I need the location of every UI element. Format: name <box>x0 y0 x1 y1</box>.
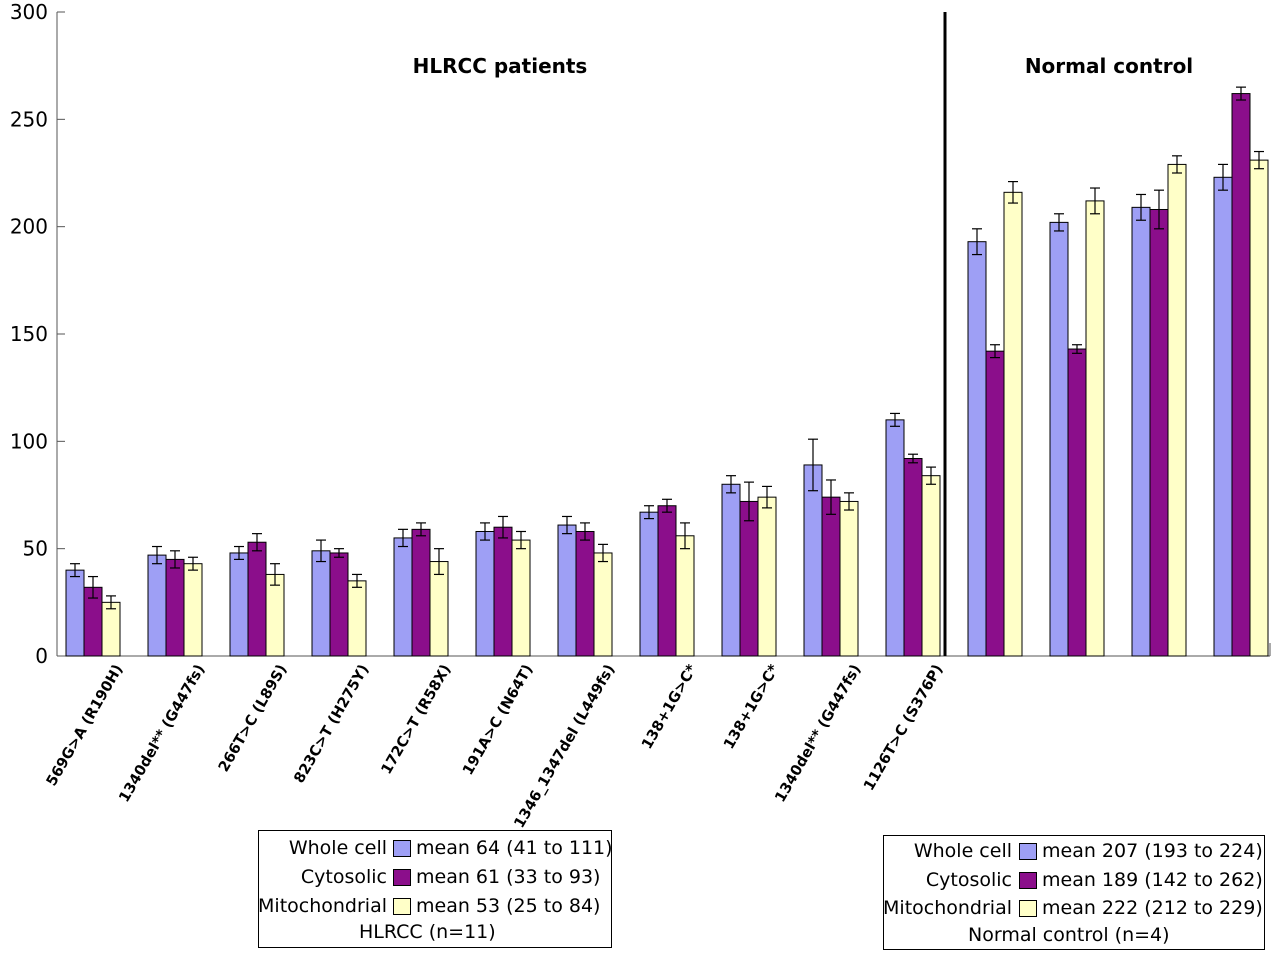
bar-mitochondrial <box>183 563 203 657</box>
group-label-hlrcc: HLRCC patients <box>413 54 588 78</box>
legend-normal-footer: Normal control (n=4) <box>968 924 1170 946</box>
y-tick-label: 300 <box>10 0 48 24</box>
legend-normal-swatch-whole-cell <box>1019 843 1037 860</box>
y-tick-label: 100 <box>10 429 48 453</box>
x-tick-label: 1346_1347del (L449fs) <box>512 662 619 830</box>
bar-whole-cell <box>1213 176 1233 657</box>
bar-cytosolic <box>1067 348 1087 657</box>
bar-mitochondrial <box>1249 159 1269 657</box>
bar-whole-cell <box>65 569 85 657</box>
bar-mitochondrial <box>265 573 285 657</box>
x-tick-label: 823C>T (H275Y) <box>292 662 373 786</box>
legend-normal-text-mitochondrial: mean 222 (212 to 229) <box>1042 897 1263 919</box>
legend-hlrcc-swatch-cytosolic <box>393 869 411 886</box>
bars <box>65 86 1269 657</box>
bar-cytosolic <box>411 528 431 657</box>
y-tick-label: 0 <box>35 644 48 668</box>
legend-normal-text-whole-cell: mean 207 (193 to 224) <box>1042 840 1263 862</box>
bar-whole-cell <box>1131 206 1151 657</box>
bar-whole-cell <box>147 554 167 657</box>
bar-whole-cell <box>393 537 413 657</box>
bar-whole-cell <box>803 464 823 657</box>
bar-cytosolic <box>329 552 349 657</box>
x-tick-label: 569G>A (R190H) <box>44 662 127 789</box>
bar-whole-cell <box>1049 221 1069 657</box>
x-tick-label: 172C>T (R58X) <box>379 662 455 777</box>
legend-hlrcc: Whole cell mean 64 (41 to 111) Cytosolic… <box>258 830 613 948</box>
legend-normal-label-mitochondrial: Mitochondrial <box>883 897 1012 919</box>
x-tick-label: 138+1G>C* <box>721 662 782 752</box>
bar-mitochondrial <box>1167 163 1187 657</box>
bar-cytosolic <box>165 558 185 657</box>
legend-hlrcc-footer: HLRCC (n=11) <box>359 921 496 943</box>
bar-whole-cell <box>557 524 577 657</box>
legend-hlrcc-label-whole-cell: Whole cell <box>288 837 387 859</box>
bar-cytosolic <box>493 526 513 657</box>
bar-whole-cell <box>311 550 331 657</box>
legend-hlrcc-swatch-mitochondrial <box>393 898 411 915</box>
bar-mitochondrial <box>1085 200 1105 657</box>
legend-hlrcc-swatch-whole-cell <box>393 840 411 857</box>
y-tick-label: 200 <box>10 215 48 239</box>
bar-cytosolic <box>821 496 841 657</box>
bar-mitochondrial <box>347 580 367 657</box>
bar-cytosolic <box>903 458 923 657</box>
y-tick-label: 50 <box>23 537 48 561</box>
bar-mitochondrial <box>921 475 941 657</box>
bar-mitochondrial <box>1003 191 1023 657</box>
group-label-normal-control: Normal control <box>1025 54 1193 78</box>
x-tick-label: 138+1G>C* <box>639 662 700 752</box>
legend-normal-text-cytosolic: mean 189 (142 to 262) <box>1042 869 1263 891</box>
bar-cytosolic <box>985 350 1005 657</box>
x-tick-label: 191A>C (N64T) <box>460 662 536 778</box>
bar-cytosolic <box>657 505 677 657</box>
y-tick-label: 150 <box>10 322 48 346</box>
bar-mitochondrial <box>839 500 859 657</box>
legend-normal-label-cytosolic: Cytosolic <box>925 869 1012 891</box>
x-tick-label: 1340del** (G447fs) <box>117 662 209 805</box>
bar-mitochondrial <box>101 601 121 657</box>
legend-hlrcc-label-cytosolic: Cytosolic <box>300 866 387 888</box>
x-tick-label: 1126T>C (S376P) <box>861 662 946 794</box>
x-tick-label: 1340del** (G447fs) <box>773 662 865 805</box>
legend-hlrcc-text-mitochondrial: mean 53 (25 to 84) <box>416 895 601 917</box>
bar-whole-cell <box>967 241 987 657</box>
bar-chart: 0 50 100 150 200 250 300 HLRCC patients Normal c… <box>10 0 1271 830</box>
bar-cytosolic <box>1231 93 1251 657</box>
bar-whole-cell <box>229 552 249 657</box>
bar-cytosolic <box>1149 208 1169 657</box>
bar-mitochondrial <box>675 535 695 657</box>
bar-whole-cell <box>885 419 905 657</box>
bar-whole-cell <box>721 483 741 657</box>
bar-mitochondrial <box>593 552 613 657</box>
legend-normal-swatch-mitochondrial <box>1019 900 1037 917</box>
bar-cytosolic <box>739 500 759 657</box>
legend-normal-control: Whole cell mean 207 (193 to 224) Cytosol… <box>883 835 1265 950</box>
bar-cytosolic <box>247 541 267 657</box>
bar-whole-cell <box>639 511 659 657</box>
bar-mitochondrial <box>511 539 531 657</box>
legend-normal-swatch-cytosolic <box>1019 872 1037 889</box>
legend-hlrcc-label-mitochondrial: Mitochondrial <box>258 895 387 917</box>
y-tick-label: 250 <box>10 107 48 131</box>
bar-mitochondrial <box>429 561 449 657</box>
bar-cytosolic <box>575 530 595 657</box>
bar-whole-cell <box>475 530 495 657</box>
legend-hlrcc-text-cytosolic: mean 61 (33 to 93) <box>416 866 601 888</box>
x-tick-label: 266T>C (L89S) <box>216 662 290 775</box>
legend-hlrcc-text-whole-cell: mean 64 (41 to 111) <box>416 837 613 859</box>
bar-mitochondrial <box>757 496 777 657</box>
legend-normal-label-whole-cell: Whole cell <box>913 840 1012 862</box>
